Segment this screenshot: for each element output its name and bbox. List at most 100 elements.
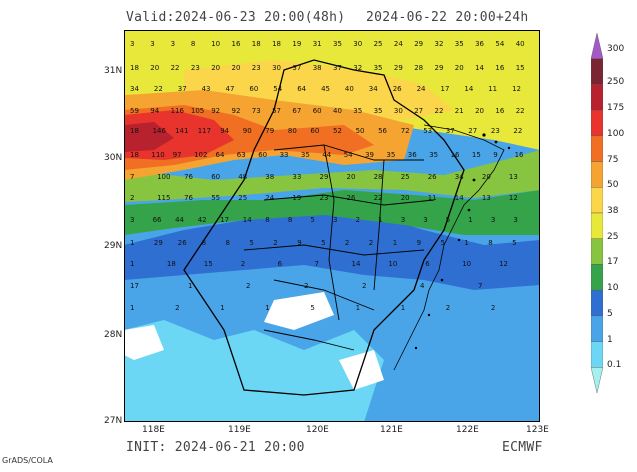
map-value-label: 37 — [333, 64, 342, 72]
map-value-label: 3 — [130, 216, 134, 224]
map-value-label: 34 — [369, 85, 378, 93]
map-value-label: 2 — [369, 239, 373, 247]
map-value-label: 60 — [211, 173, 220, 181]
lat-label-30n: 30N — [104, 153, 123, 163]
map-value-label: 53 — [423, 127, 432, 135]
map-value-label: 25 — [401, 173, 410, 181]
map-value-label: 92 — [211, 107, 220, 115]
map-value-label: 1 — [188, 282, 192, 290]
colorbar-segment — [591, 212, 603, 239]
map-value-label: 90 — [243, 127, 252, 135]
colorbar-segment — [591, 238, 603, 265]
map-value-label: 60 — [258, 151, 267, 159]
map-value-label: 80 — [288, 127, 297, 135]
lon-label-121e: 121E — [380, 425, 403, 435]
lat-label-31n: 31N — [104, 66, 123, 76]
map-value-label: 73 — [252, 107, 261, 115]
colorbar-level-label: 5 — [607, 308, 613, 319]
forecast-time-label: 2024-06-22 20:00+24h — [366, 10, 529, 25]
map-value-label: 3 — [513, 216, 517, 224]
map-value-label: 3 — [423, 216, 427, 224]
map-value-label: 18 — [130, 64, 139, 72]
map-value-label: 146 — [153, 127, 167, 135]
map-value-label: 35 — [455, 40, 464, 48]
map-value-label: 8 — [488, 239, 492, 247]
colorbar-level-label: 100 — [607, 128, 625, 139]
map-value-label: 44 — [175, 216, 184, 224]
map-value-label: 2 — [356, 216, 360, 224]
map-value-label: 30 — [353, 40, 362, 48]
map-value-label: 26 — [347, 194, 356, 202]
map-value-label: 5 — [512, 239, 516, 247]
map-value-label: 1 — [468, 216, 472, 224]
map-value-label: 22 — [435, 107, 444, 115]
coastline — [393, 124, 505, 371]
colorbar-segment — [591, 367, 603, 393]
map-value-label: 117 — [198, 127, 211, 135]
band-green — [124, 150, 540, 202]
map-value-label: 24 — [417, 85, 426, 93]
province-boundary — [183, 59, 465, 396]
map-value-label: 102 — [194, 151, 207, 159]
map-value-label: 2 — [362, 282, 366, 290]
internal-boundaries — [243, 144, 435, 351]
band-blue — [124, 205, 540, 290]
map-value-label: 5 — [321, 239, 325, 247]
map-value-label: 6 — [278, 260, 283, 268]
map-value-label: 1 — [220, 304, 224, 312]
map-value-label: 33 — [280, 151, 289, 159]
map-value-label: 3 — [401, 216, 405, 224]
map-value-label: 1 — [265, 304, 269, 312]
map-value-label: 24 — [265, 194, 274, 202]
colorbar-level-label: 175 — [607, 103, 625, 114]
colorbar-segment — [591, 84, 603, 111]
map-value-label: 16 — [515, 151, 524, 159]
map-value-label: 22 — [516, 107, 525, 115]
map-value-label: 20 — [475, 107, 484, 115]
map-value-label: 28 — [414, 64, 423, 72]
map-value-label: 8 — [191, 40, 195, 48]
map-value-label: 20 — [401, 194, 410, 202]
map-value-label: 3 — [171, 40, 175, 48]
map-value-label: 23 — [320, 194, 329, 202]
map-value-label: 24 — [394, 40, 403, 48]
map-value-label: 29 — [154, 239, 163, 247]
map-value-label: 42 — [198, 216, 207, 224]
colorbar-level-label: 75 — [607, 154, 619, 165]
map-value-label: 36 — [408, 151, 417, 159]
lon-label-120e: 120E — [306, 425, 329, 435]
colorbar-segment — [591, 109, 603, 137]
map-value-label: 27 — [468, 127, 477, 135]
colorbar-segment — [591, 58, 603, 85]
map-value-label: 110 — [151, 151, 164, 159]
map-value-label: 54 — [495, 40, 504, 48]
map-value-label: 105 — [191, 107, 204, 115]
lat-label-28n: 28N — [104, 330, 123, 340]
map-value-label: 36 — [475, 40, 484, 48]
map-value-label: 1 — [464, 239, 468, 247]
colorbar-level-label: 25 — [607, 231, 619, 242]
map-value-label: 23 — [491, 127, 500, 135]
colorbar-level-label: 1 — [607, 334, 613, 345]
map-value-label: 18 — [272, 40, 281, 48]
map-value-label: 92 — [232, 107, 241, 115]
map-value-label: 1 — [378, 216, 382, 224]
map-value-label: 32 — [353, 64, 362, 72]
map-value-label: 19 — [292, 194, 301, 202]
map-value-label: 100 — [157, 173, 170, 181]
map-value-label: 20 — [347, 173, 356, 181]
map-value-label: 11 — [428, 194, 437, 202]
map-value-label: 34 — [130, 85, 139, 93]
map-value-label: 18 — [252, 40, 261, 48]
colorbar-level-label: 50 — [607, 180, 619, 191]
map-value-label: 22 — [374, 194, 383, 202]
map-value-label: 2 — [491, 304, 495, 312]
map-value-label: 30 — [394, 107, 403, 115]
map-value-label: 3 — [333, 216, 337, 224]
map-value-label: 76 — [184, 194, 193, 202]
map-value-label: 57 — [272, 107, 281, 115]
map-value-label: 9 — [417, 239, 421, 247]
colorbar-level-label: 250 — [607, 77, 625, 88]
map-value-label: 59 — [130, 107, 139, 115]
